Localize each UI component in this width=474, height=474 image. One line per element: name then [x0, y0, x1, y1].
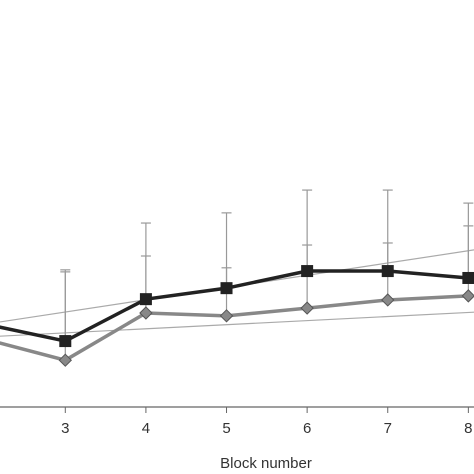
x-tick-label: 5 — [222, 420, 230, 437]
marker — [220, 282, 233, 295]
x-tick-label: 6 — [303, 420, 311, 437]
marker — [59, 335, 72, 348]
marker — [219, 309, 234, 323]
x-tick-label: 3 — [61, 420, 69, 437]
x-tick-label: 4 — [142, 420, 150, 437]
marker — [301, 265, 314, 278]
marker — [381, 265, 394, 278]
marker — [462, 271, 474, 284]
marker — [58, 353, 73, 367]
x-tick-label: 7 — [384, 420, 392, 437]
series-line — [0, 294, 469, 363]
plot-area — [0, 189, 474, 367]
series-line — [0, 269, 469, 343]
marker — [300, 301, 314, 315]
marker — [461, 289, 474, 303]
x-tick-label: 8 — [464, 420, 472, 437]
x-axis-label: Block number — [220, 455, 312, 472]
marker — [381, 293, 395, 307]
marker — [139, 306, 153, 320]
marker — [139, 293, 152, 306]
